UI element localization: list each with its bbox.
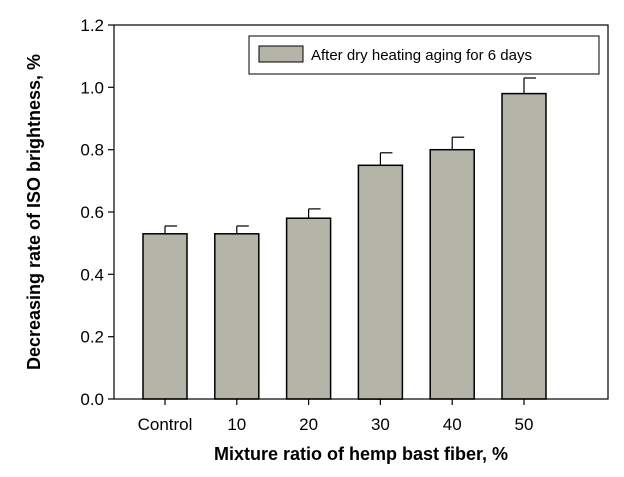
bar-20 [285,217,332,400]
bars-layer [142,92,547,400]
bar-10 [214,233,260,400]
x-tick-label: Control [138,415,193,434]
y-tick-label: 0.4 [80,265,104,284]
x-axis-ticks: Control 10 20 30 40 50 [138,399,534,434]
x-tick-label: 20 [299,415,318,434]
x-tick-label: 50 [515,415,534,434]
y-tick-label: 0.6 [80,203,104,222]
legend-box [248,35,600,75]
bar-control [142,233,188,400]
bar-40 [429,148,475,400]
x-tick-label: 30 [371,415,390,434]
y-tick-label: 0.8 [80,141,104,160]
x-tick-label: 40 [443,415,462,434]
y-axis-ticks: 0.0 0.2 0.4 0.6 0.8 1.0 1.2 [80,16,114,409]
bar-50 [501,92,547,400]
legend: After dry heating aging for 6 days [248,35,600,75]
bar-30 [357,164,404,400]
x-axis-title: Mixture ratio of hemp bast fiber, % [214,444,508,464]
x-tick-label: 10 [227,415,246,434]
error-bars-layer [164,77,536,234]
y-tick-label: 1.0 [80,78,104,97]
legend-label: After dry heating aging for 6 days [311,47,532,64]
legend-swatch [258,45,304,63]
y-axis-title: Decreasing rate of ISO brightness, % [24,54,44,370]
y-tick-label: 1.2 [80,16,104,35]
y-tick-label: 0.0 [80,390,104,409]
y-tick-label: 0.2 [80,328,104,347]
plot-frame [113,24,609,400]
